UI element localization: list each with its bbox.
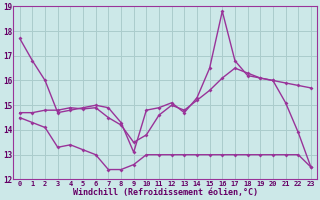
X-axis label: Windchill (Refroidissement éolien,°C): Windchill (Refroidissement éolien,°C)	[73, 188, 258, 197]
